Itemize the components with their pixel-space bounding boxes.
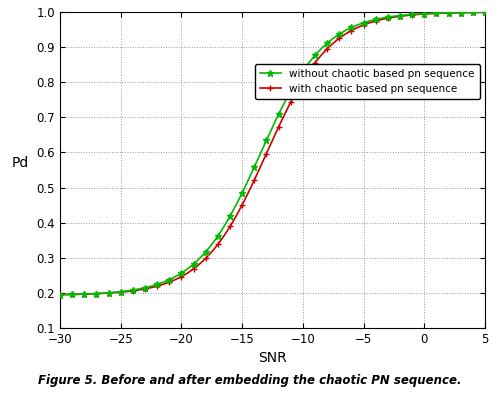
Legend: without chaotic based pn sequence, with chaotic based pn sequence: without chaotic based pn sequence, with … — [255, 64, 480, 99]
Y-axis label: Pd: Pd — [11, 156, 28, 170]
X-axis label: SNR: SNR — [258, 352, 287, 366]
Text: Figure 5. Before and after embedding the chaotic PN sequence.: Figure 5. Before and after embedding the… — [38, 374, 462, 387]
